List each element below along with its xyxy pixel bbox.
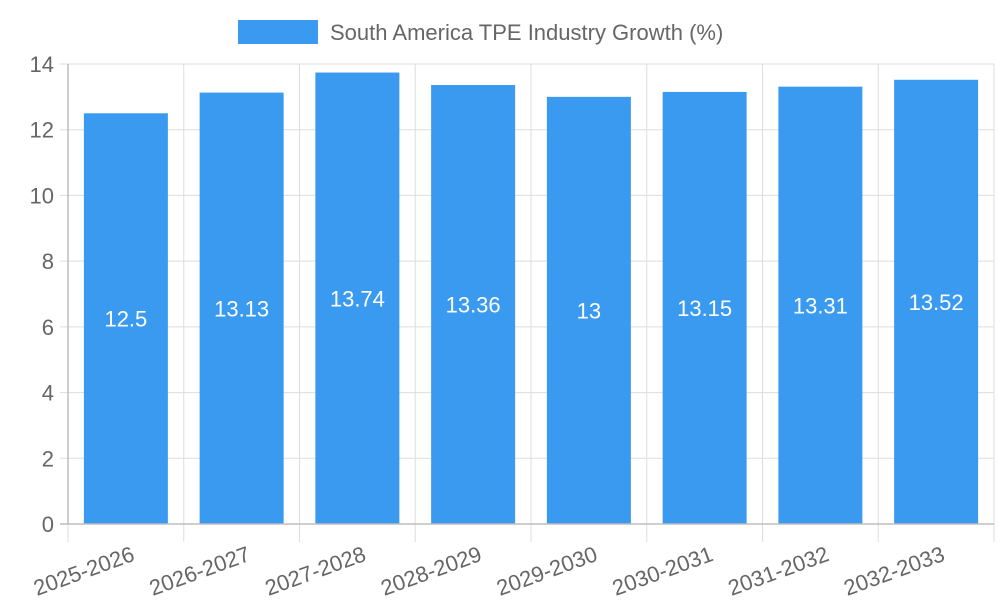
x-tick-label: 2030-2031 — [609, 541, 716, 600]
x-tick-label: 2027-2028 — [262, 541, 369, 600]
x-tick-label: 2028-2029 — [377, 541, 484, 600]
legend: South America TPE Industry Growth (%) — [238, 20, 723, 45]
y-tick-label: 4 — [42, 381, 54, 406]
bar-data-label: 13.52 — [909, 290, 964, 315]
bar-data-label: 13.15 — [677, 296, 732, 321]
bar[interactable] — [199, 92, 284, 524]
bar-data-label: 12.5 — [104, 307, 147, 332]
bar[interactable] — [431, 85, 516, 525]
bars — [83, 72, 979, 525]
bar-data-label: 13.13 — [214, 296, 269, 321]
x-tick-label: 2029-2030 — [493, 541, 600, 600]
y-tick-label: 6 — [42, 315, 54, 340]
y-tick-label: 10 — [30, 183, 54, 208]
bar-data-label: 13 — [577, 298, 601, 323]
y-tick-label: 8 — [42, 249, 54, 274]
y-tick-label: 12 — [30, 118, 54, 143]
y-tick-label: 14 — [30, 52, 54, 77]
bar[interactable] — [662, 91, 747, 524]
legend-label: South America TPE Industry Growth (%) — [330, 20, 723, 45]
y-tick-label: 2 — [42, 446, 54, 471]
bar-data-label: 13.31 — [793, 293, 848, 318]
x-tick-label: 2031-2032 — [725, 541, 832, 600]
bar-data-label: 13.74 — [330, 286, 385, 311]
bar[interactable] — [83, 113, 168, 525]
y-tick-label: 0 — [42, 512, 54, 537]
x-tick-label: 2025-2026 — [30, 541, 137, 600]
legend-swatch — [238, 20, 318, 44]
axes — [60, 64, 994, 525]
bar[interactable] — [894, 79, 979, 525]
bar[interactable] — [778, 86, 863, 525]
bar[interactable] — [546, 96, 631, 524]
bar[interactable] — [315, 72, 400, 525]
x-tick-label: 2026-2027 — [146, 541, 253, 600]
bar-data-label: 13.36 — [446, 293, 501, 318]
x-tick-label: 2032-2033 — [840, 541, 947, 600]
